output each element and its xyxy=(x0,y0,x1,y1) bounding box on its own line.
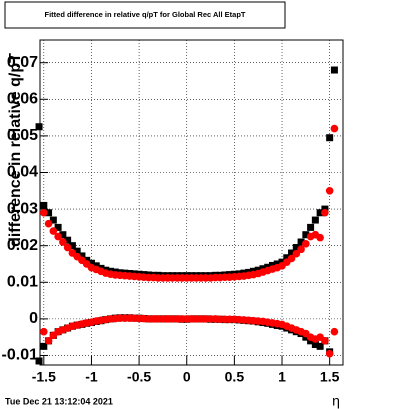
data-point xyxy=(78,252,86,260)
data-point xyxy=(297,245,305,254)
data-point xyxy=(63,243,72,252)
data-point xyxy=(330,66,338,74)
y-tick-label: 0.03 xyxy=(7,200,38,217)
data-point xyxy=(49,227,58,235)
data-point xyxy=(44,219,53,228)
data-point xyxy=(288,249,296,257)
x-tick-label: -0.5 xyxy=(127,369,151,385)
data-point xyxy=(316,209,324,217)
data-point xyxy=(45,209,53,217)
data-point xyxy=(35,123,43,131)
data-point xyxy=(311,216,319,224)
y-tick-label: 0.07 xyxy=(7,54,38,71)
data-point xyxy=(44,337,53,345)
data-point xyxy=(326,134,334,142)
x-tick-label: 1 xyxy=(278,369,286,385)
data-point xyxy=(64,236,72,244)
x-tick-label: 0 xyxy=(183,369,191,385)
data-point xyxy=(68,242,76,250)
y-tick-label: 0 xyxy=(29,310,38,327)
data-point xyxy=(330,124,339,133)
data-point xyxy=(316,342,324,350)
x-tick-label: -1 xyxy=(85,369,98,385)
data-point xyxy=(59,231,67,239)
data-point xyxy=(321,208,329,217)
y-tick-label: 0.06 xyxy=(7,91,38,108)
data-point xyxy=(40,208,48,217)
x-tick-label: -1.5 xyxy=(32,369,56,385)
data-point xyxy=(297,238,305,246)
plot-frame xyxy=(39,39,344,366)
data-point xyxy=(283,254,291,262)
data-point xyxy=(59,238,67,246)
data-point xyxy=(292,244,300,252)
data-point xyxy=(40,201,48,209)
title-box xyxy=(4,1,286,29)
data-point xyxy=(35,357,43,365)
y-tick-label: -0.01 xyxy=(2,347,39,364)
data-point xyxy=(311,341,319,349)
data-point xyxy=(73,247,81,255)
y-tick-label: 0.04 xyxy=(7,164,38,181)
x-tick-label: 0.5 xyxy=(225,369,245,385)
data-point xyxy=(87,259,95,267)
data-point xyxy=(302,240,310,248)
data-point xyxy=(302,231,310,239)
data-point xyxy=(330,327,339,336)
data-point xyxy=(325,186,334,195)
data-point xyxy=(316,233,324,242)
data-point xyxy=(325,349,334,358)
y-tick-label: 0.01 xyxy=(7,274,38,291)
y-tick-label: 0.05 xyxy=(7,127,38,144)
data-point xyxy=(40,342,48,350)
data-point xyxy=(54,232,62,241)
data-point xyxy=(321,337,329,345)
chart-title: Fitted difference in relative q/pT for G… xyxy=(44,10,245,19)
data-point xyxy=(287,254,296,263)
data-point xyxy=(307,223,315,231)
data-point xyxy=(40,327,48,336)
x-axis-label: η xyxy=(332,393,340,409)
y-tick-label: 0.02 xyxy=(7,237,38,254)
data-point xyxy=(49,216,57,224)
timestamp: Tue Dec 21 13:12:04 2021 xyxy=(5,396,113,406)
data-point xyxy=(54,223,62,231)
y-axis-label: difference in relative q/pT xyxy=(7,53,24,247)
x-tick-label: 1.5 xyxy=(320,369,340,385)
